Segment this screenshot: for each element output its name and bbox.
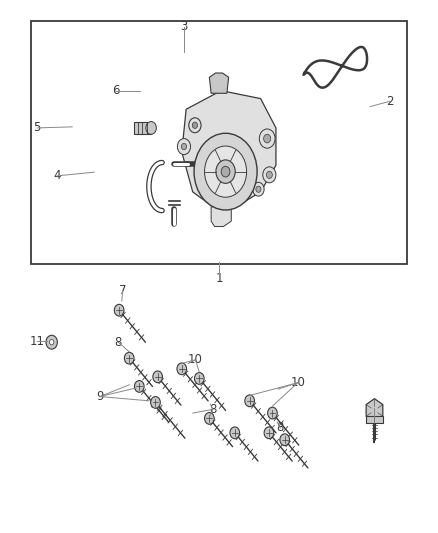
- Circle shape: [205, 146, 247, 197]
- Circle shape: [49, 340, 54, 345]
- Circle shape: [264, 427, 274, 439]
- Polygon shape: [211, 207, 231, 227]
- Circle shape: [46, 335, 57, 349]
- Circle shape: [151, 397, 160, 408]
- Text: 8: 8: [277, 422, 284, 434]
- Text: 4: 4: [53, 169, 61, 182]
- Text: 6: 6: [112, 84, 120, 97]
- Circle shape: [264, 134, 271, 143]
- Text: 2: 2: [386, 95, 394, 108]
- Circle shape: [177, 363, 187, 375]
- Circle shape: [134, 381, 144, 392]
- Text: 8: 8: [209, 403, 216, 416]
- Text: 10: 10: [290, 376, 305, 389]
- Circle shape: [205, 413, 214, 424]
- Text: 11: 11: [30, 335, 45, 348]
- Circle shape: [216, 160, 235, 183]
- Circle shape: [189, 118, 201, 133]
- Circle shape: [221, 166, 230, 177]
- Circle shape: [194, 373, 204, 384]
- Circle shape: [230, 427, 240, 439]
- Circle shape: [256, 186, 261, 192]
- Text: 7: 7: [119, 284, 127, 297]
- Circle shape: [268, 407, 277, 419]
- Circle shape: [192, 122, 198, 128]
- Circle shape: [194, 133, 257, 210]
- Bar: [134, 122, 151, 134]
- Circle shape: [245, 395, 254, 407]
- Text: 1: 1: [215, 272, 223, 285]
- Text: 5: 5: [34, 122, 41, 134]
- Circle shape: [263, 167, 276, 183]
- Text: 12: 12: [367, 401, 382, 414]
- Circle shape: [259, 129, 275, 148]
- Bar: [31, 21, 407, 264]
- Text: 10: 10: [188, 353, 203, 366]
- Polygon shape: [366, 399, 383, 422]
- Circle shape: [146, 122, 156, 134]
- Circle shape: [266, 171, 272, 179]
- Circle shape: [124, 352, 134, 364]
- Circle shape: [253, 182, 264, 196]
- Circle shape: [153, 371, 162, 383]
- Polygon shape: [182, 91, 276, 208]
- Circle shape: [114, 304, 124, 316]
- Text: 9: 9: [96, 390, 104, 403]
- Text: 3: 3: [180, 20, 187, 33]
- Circle shape: [181, 143, 187, 150]
- Circle shape: [280, 434, 290, 446]
- Text: 8: 8: [115, 336, 122, 349]
- Polygon shape: [209, 73, 229, 93]
- Bar: [366, 416, 383, 423]
- Circle shape: [177, 139, 191, 155]
